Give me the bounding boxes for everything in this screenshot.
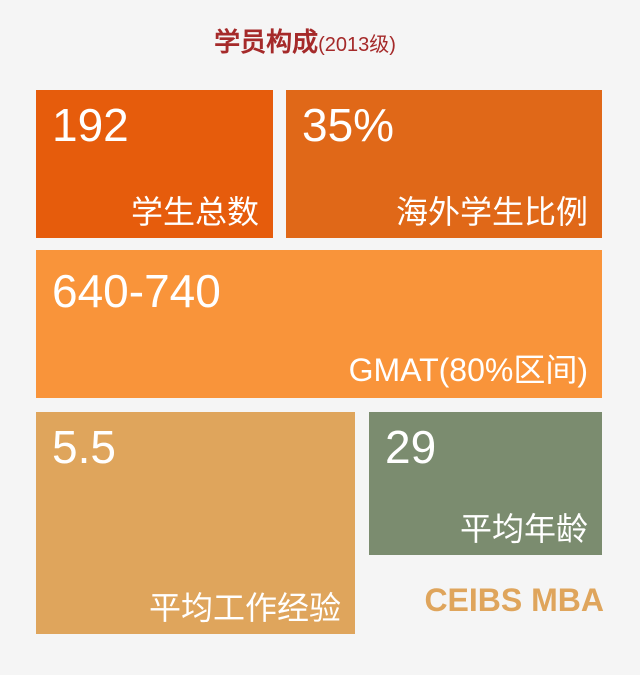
stat-value: 29: [385, 421, 437, 473]
tile-work-experience: 5.5 平均工作经验: [36, 412, 355, 634]
stat-label: 平均工作经验: [148, 590, 341, 626]
stat-value: 35%: [302, 99, 395, 151]
stat-label: GMAT(80%区间): [348, 352, 588, 388]
stat-label: 学生总数: [130, 194, 259, 230]
tile-average-age: 29 平均年龄: [369, 412, 602, 555]
brand-logo-text: CEIBS MBA: [424, 582, 604, 618]
stat-value: 640-740: [52, 265, 221, 317]
stat-label: 海外学生比例: [395, 194, 588, 230]
tile-total-students: 192 学生总数: [36, 90, 273, 238]
tile-international-ratio: 35% 海外学生比例: [286, 90, 602, 238]
stat-value: 192: [52, 99, 129, 151]
stat-value: 5.5: [52, 421, 116, 473]
title-main: 学员构成: [214, 27, 319, 57]
title-sub: (2013级): [318, 34, 396, 56]
stat-label: 平均年龄: [459, 511, 588, 547]
page-title: 学员构成(2013级): [0, 22, 610, 59]
tile-gmat-range: 640-740 GMAT(80%区间): [36, 250, 602, 398]
